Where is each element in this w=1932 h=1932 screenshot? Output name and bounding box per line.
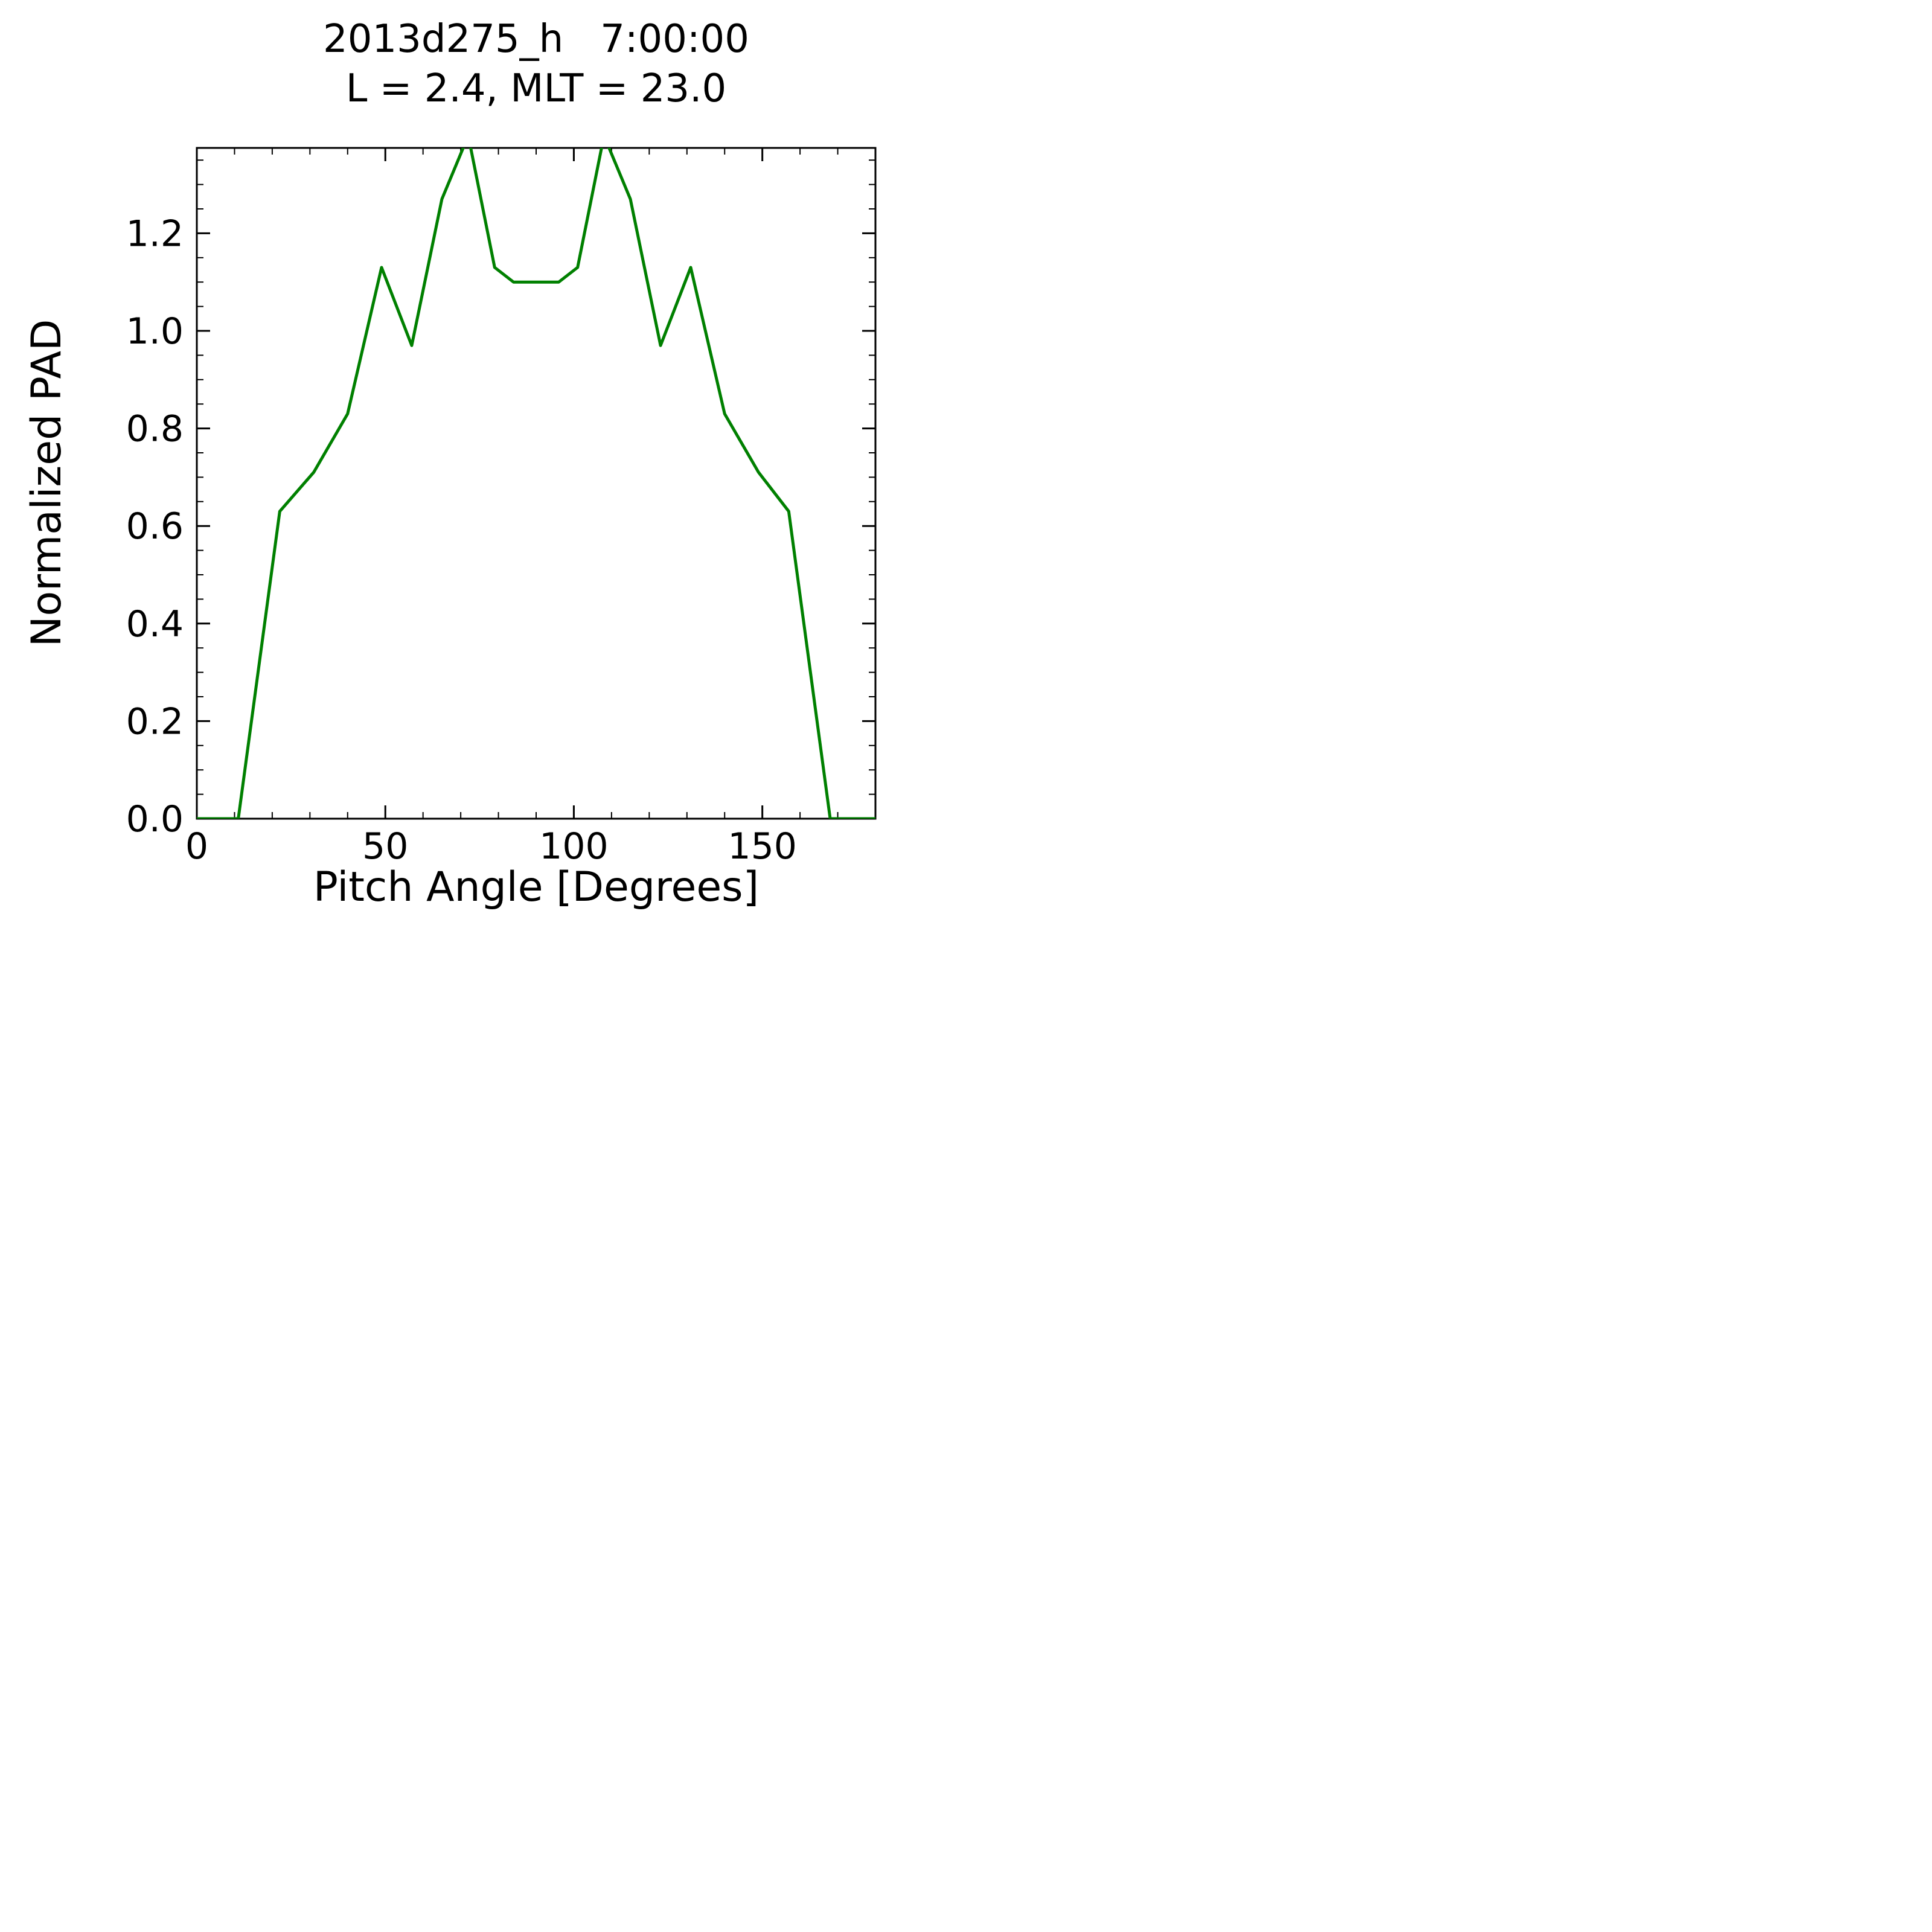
x-tick-label: 0	[185, 825, 208, 868]
x-tick-label: 150	[728, 825, 797, 868]
y-tick-label: 0.4	[126, 603, 184, 645]
y-tick-label: 0.0	[126, 798, 184, 840]
y-tick-label: 1.0	[126, 310, 184, 353]
chart-title: 2013d275_h 7:00:00	[323, 17, 749, 62]
pad-line-chart: 2013d275_h 7:00:00 L = 2.4, MLT = 23.0 0…	[23, 17, 877, 911]
x-tick-label: 100	[539, 825, 609, 868]
y-tick-label: 0.2	[126, 700, 184, 743]
x-tick-label: 50	[362, 825, 408, 868]
y-axis-label: Normalized PAD	[23, 319, 71, 647]
y-tick-label: 1.2	[126, 213, 184, 255]
chart-subtitle: L = 2.4, MLT = 23.0	[346, 66, 726, 111]
axes-layer: 0 50 100 150 0.0 0.2 0.4 0.6 0.8 1.0 1.2	[126, 147, 877, 868]
y-tick-label: 0.6	[126, 505, 184, 548]
y-tick-label: 0.8	[126, 408, 184, 450]
plot-frame	[196, 147, 877, 820]
pad-series-line	[197, 148, 875, 819]
x-axis-label: Pitch Angle [Degrees]	[313, 863, 759, 911]
